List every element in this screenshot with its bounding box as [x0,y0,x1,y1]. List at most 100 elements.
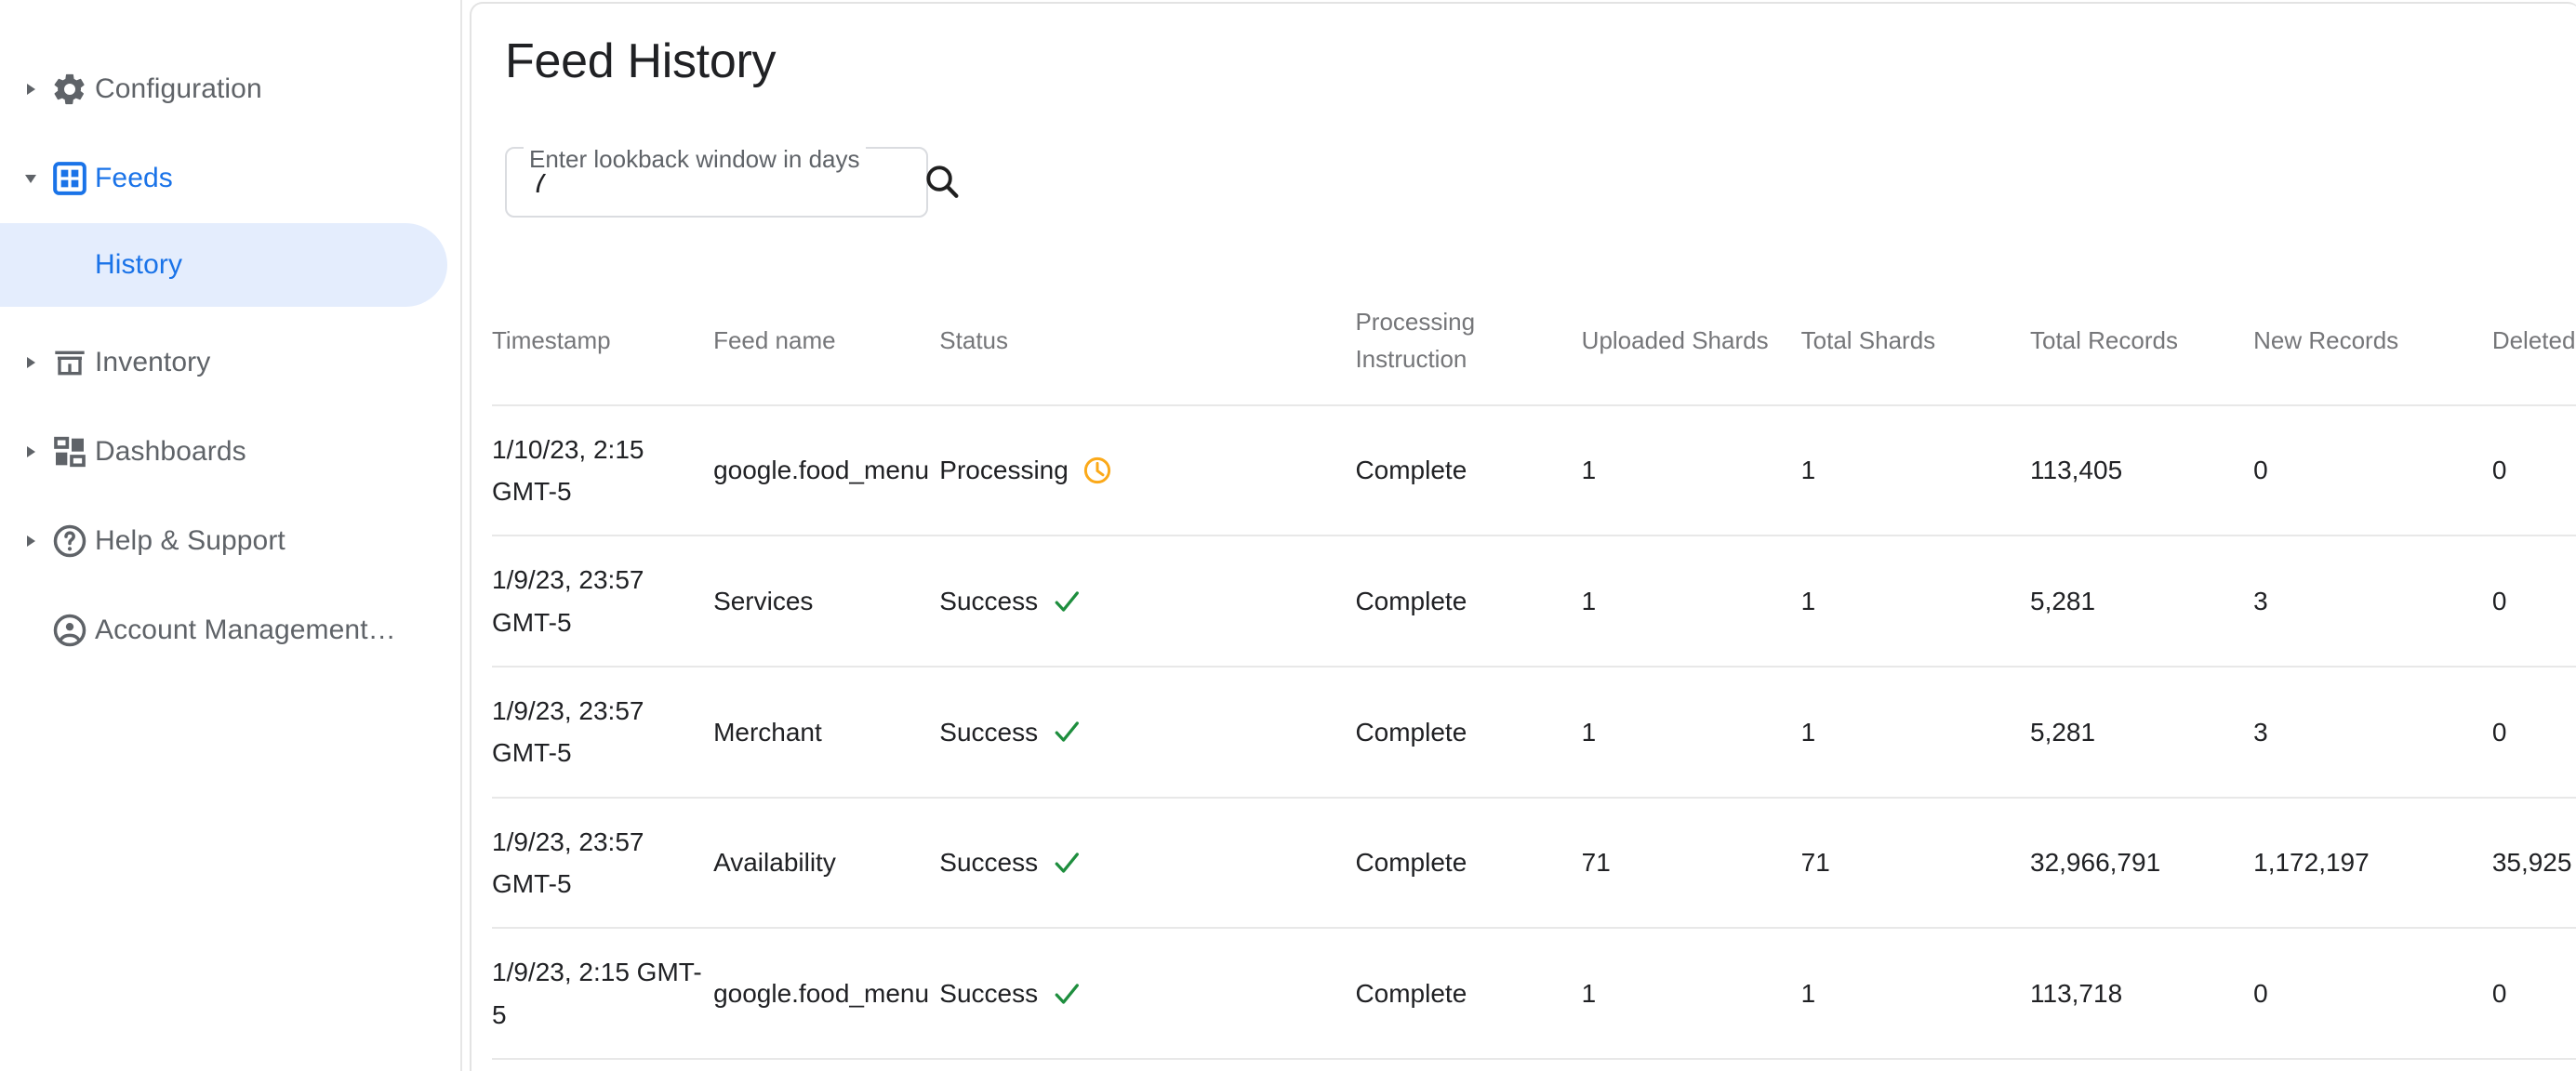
sidebar-item-label: History [95,249,183,280]
sidebar-item-configuration[interactable]: Configuration [0,45,460,134]
column-header-timestamp[interactable]: Timestamp [492,277,714,406]
cell-status: Success [939,667,1356,799]
cell-new-records: 3 [2253,667,2492,799]
search-button[interactable] [922,158,963,206]
sidebar-item-label: Configuration [95,73,262,104]
cell-total-shards: 1 [1800,1059,2030,1071]
sidebar-item-account-management[interactable]: Account Management… [0,586,460,675]
cell-deleted-records: 0 [2491,667,2576,799]
column-header-total-records[interactable]: Total Records [2030,277,2254,406]
feed-history-card: Feed History Enter lookback window in da… [470,2,2576,1071]
column-header-feed-name[interactable]: Feed name [713,277,940,406]
cell-deleted-records: 35,925 [2491,797,2576,930]
dashboard-icon [45,433,95,470]
sidebar-item-label: Inventory [95,347,211,377]
cell-total-records: 113,718 [2030,928,2254,1061]
column-header-total-shards[interactable]: Total Shards [1800,277,2030,406]
cell-status: Success [939,928,1356,1061]
sidebar-item-label: Feeds [95,163,173,193]
table-row[interactable]: 1/9/23, 23:57 GMT-5 Services Success Comple… [492,536,2576,668]
cell-feed-name: Merchant [713,667,940,799]
cell-uploaded-shards: 1 [1581,536,1801,668]
cell-total-shards: 1 [1800,404,2030,537]
cell-total-records: 5,278 [2030,1059,2254,1071]
cell-new-records: 3 [2253,536,2492,668]
cell-uploaded-shards: 1 [1581,667,1801,799]
account-circle-icon [45,612,95,649]
cell-total-records: 5,281 [2030,536,2254,668]
cell-uploaded-shards: 1 [1581,928,1801,1061]
sidebar-item-dashboards[interactable]: Dashboards [0,407,460,496]
page-title: Feed History [505,34,777,88]
cell-status: Success [939,536,1356,668]
table-row[interactable]: 1/9/23, 0:31 GMT-5ServicesSuccessComplet… [492,1059,2576,1071]
column-header-uploaded-shards[interactable]: Uploaded Shards [1581,277,1801,406]
column-header-status[interactable]: Status [939,277,1356,406]
status-label: Success [939,979,1039,1009]
sidebar-item-label: Dashboards [95,436,246,467]
sidebar-item-label: Account Management… [95,615,396,645]
cell-timestamp: 1/9/23, 2:15 GMT-5 [492,928,714,1061]
sidebar-item-inventory[interactable]: Inventory [0,318,460,407]
chevron-right-icon[interactable] [17,536,45,547]
cell-feed-name: Services [713,1059,940,1071]
sidebar-item-history[interactable]: History [0,223,447,307]
cell-deleted-records: 1 [2491,1059,2576,1071]
search-icon [922,161,963,205]
chevron-down-icon[interactable] [17,174,45,183]
status-label: Success [939,848,1039,878]
sidebar-item-feeds[interactable]: Feeds [0,134,460,223]
cell-uploaded-shards: 1 [1581,1059,1801,1071]
cell-deleted-records: 0 [2491,928,2576,1061]
table-row[interactable]: 1/9/23, 2:15 GMT-5 google.food_menu Succes… [492,928,2576,1061]
cell-timestamp: 1/9/23, 0:31 GMT-5 [492,1059,714,1071]
table-header-row: Timestamp Feed name Status Processing In… [492,277,2576,406]
cell-processing-instruction: Complete [1355,797,1582,930]
cell-deleted-records: 0 [2491,404,2576,537]
cell-new-records: 0 [2253,1059,2492,1071]
lookback-window-field: Enter lookback window in days [505,145,959,218]
cell-timestamp: 1/10/23, 2:15 GMT-5 [492,404,714,537]
feed-history-table: Timestamp Feed name Status Processing In… [492,277,2576,1071]
table-header: Timestamp Feed name Status Processing In… [492,277,2576,406]
storefront-icon [45,344,95,381]
clock-icon [1082,455,1113,486]
cell-feed-name: google.food_menu [713,928,940,1061]
cell-uploaded-shards: 71 [1581,797,1801,930]
cell-processing-instruction: Complete [1355,928,1582,1061]
check-icon [1051,716,1082,747]
cell-timestamp: 1/9/23, 23:57 GMT-5 [492,667,714,799]
column-header-processing-instruction[interactable]: Processing Instruction [1355,277,1582,406]
cell-total-records: 5,281 [2030,667,2254,799]
sidebar-item-help-support[interactable]: Help & Support [0,496,460,586]
chevron-right-icon[interactable] [17,84,45,95]
status-label: Success [939,586,1039,615]
cell-total-shards: 1 [1800,928,2030,1061]
cell-total-shards: 1 [1800,536,2030,668]
feed-history-table-wrapper[interactable]: Timestamp Feed name Status Processing In… [471,277,2576,1071]
chevron-right-icon[interactable] [17,446,45,457]
cell-new-records: 1,172,197 [2253,797,2492,930]
sidebar-item-label: Help & Support [95,525,285,556]
table-row[interactable]: 1/9/23, 23:57 GMT-5 Merchant Success Comple… [492,667,2576,799]
cell-feed-name: google.food_menu [713,404,940,537]
cell-total-shards: 71 [1800,797,2030,930]
cell-feed-name: Services [713,536,940,668]
cell-total-records: 32,966,791 [2030,797,2254,930]
column-header-new-records[interactable]: New Records [2253,277,2492,406]
check-icon [1051,586,1082,617]
gear-icon [45,71,95,108]
column-header-deleted-records[interactable]: Deleted Records [2491,277,2576,406]
cell-deleted-records: 0 [2491,536,2576,668]
cell-processing-instruction: Complete [1355,1059,1582,1071]
chevron-right-icon[interactable] [17,357,45,368]
help-circle-icon [45,522,95,560]
cell-processing-instruction: Complete [1355,536,1582,668]
cell-processing-instruction: Complete [1355,667,1582,799]
cell-new-records: 0 [2253,928,2492,1061]
cell-timestamp: 1/9/23, 23:57 GMT-5 [492,536,714,668]
table-row[interactable]: 1/9/23, 23:57 GMT-5 Availability Success Co… [492,797,2576,930]
table-body: 1/10/23, 2:15 GMT-5 google.food_menu Proce… [492,404,2576,1071]
table-row[interactable]: 1/10/23, 2:15 GMT-5 google.food_menu Proce… [492,404,2576,537]
cell-timestamp: 1/9/23, 23:57 GMT-5 [492,797,714,930]
